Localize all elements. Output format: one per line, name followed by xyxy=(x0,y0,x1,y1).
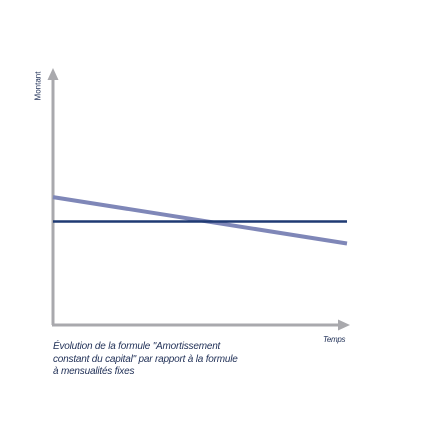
y-axis-arrow xyxy=(47,68,59,80)
chart-series-layer xyxy=(52,195,348,246)
caption-line-3: à mensualités fixes xyxy=(53,366,135,377)
x-axis-arrow xyxy=(338,319,350,331)
chart-axes xyxy=(47,68,350,331)
chart-caption: Évolution de la formule "Amortissement c… xyxy=(53,341,333,379)
caption-line-2: constant du capital" par rapport à la fo… xyxy=(53,353,238,365)
caption-line-1: Évolution de la formule "Amortissement xyxy=(53,341,221,352)
y-axis-label: Montant xyxy=(33,71,43,101)
x-axis-label: Temps xyxy=(323,335,346,344)
